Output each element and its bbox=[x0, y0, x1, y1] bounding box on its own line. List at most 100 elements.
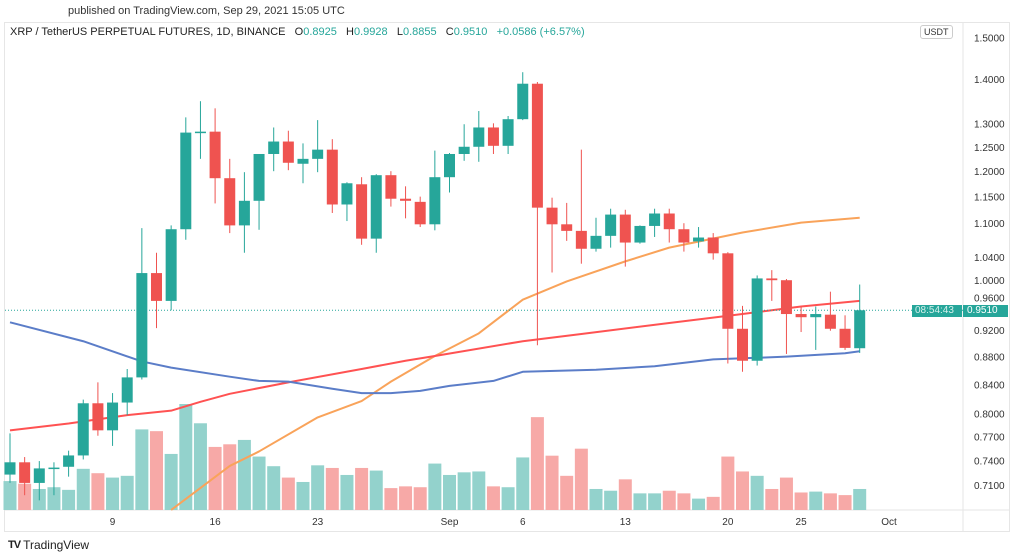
volume-bar bbox=[823, 493, 837, 510]
price-tick-label: 1.3000 bbox=[974, 119, 1005, 130]
candle bbox=[854, 284, 866, 353]
close-value: 0.9510 bbox=[453, 26, 488, 38]
candle-body bbox=[370, 175, 382, 239]
candle bbox=[4, 433, 16, 483]
candle-body bbox=[312, 149, 324, 159]
price-tick-label: 0.9600 bbox=[974, 293, 1005, 304]
candle-body bbox=[194, 131, 206, 134]
candle-body bbox=[795, 314, 807, 318]
volume-bar bbox=[413, 487, 427, 510]
volume-bar bbox=[150, 431, 163, 510]
candle bbox=[546, 197, 558, 273]
candle-body bbox=[634, 225, 646, 243]
last-price-badge: 0.9510 bbox=[963, 305, 1008, 317]
volume-bar bbox=[530, 417, 544, 510]
candle-body bbox=[722, 253, 734, 329]
volume-bar bbox=[589, 488, 603, 510]
volume-bar bbox=[399, 486, 413, 510]
candle bbox=[517, 72, 529, 121]
candle bbox=[238, 172, 250, 253]
candle bbox=[121, 369, 133, 416]
time-tick-label: 20 bbox=[722, 517, 734, 528]
low-value: 0.8855 bbox=[402, 26, 437, 38]
volume-bar bbox=[135, 429, 149, 510]
time-axis[interactable]: 9 16 23 Sep 6 13 20 25 Oct bbox=[110, 517, 897, 528]
candle bbox=[165, 225, 177, 311]
volume-bar bbox=[472, 471, 486, 510]
candle-body bbox=[414, 201, 426, 225]
candle-body bbox=[297, 158, 309, 164]
candle-body bbox=[693, 237, 705, 242]
volume-bar bbox=[809, 491, 823, 510]
volume-bar bbox=[369, 470, 383, 510]
brand-name: TradingView bbox=[23, 538, 90, 552]
candle-body bbox=[429, 177, 441, 225]
candle bbox=[63, 450, 75, 477]
volume-bar bbox=[252, 456, 266, 510]
high-value: 0.9928 bbox=[354, 26, 388, 38]
candle-body bbox=[678, 229, 690, 243]
currency-button[interactable]: USDT bbox=[920, 25, 953, 39]
volume-bar bbox=[706, 496, 720, 510]
volume-bar bbox=[267, 466, 281, 510]
candle bbox=[444, 153, 455, 193]
volume-bar bbox=[106, 477, 120, 510]
volume-bar bbox=[838, 495, 852, 510]
volume-bar bbox=[47, 487, 61, 510]
candle bbox=[766, 270, 778, 301]
price-tick-label: 0.7100 bbox=[974, 481, 1005, 492]
price-tick-label: 1.1000 bbox=[974, 219, 1005, 230]
candle bbox=[356, 177, 368, 245]
candle-body bbox=[385, 175, 397, 199]
candle-body bbox=[575, 230, 587, 249]
candle-body bbox=[444, 153, 455, 178]
candle bbox=[224, 158, 236, 234]
price-tick-label: 1.1500 bbox=[974, 193, 1005, 204]
time-tick-label: 23 bbox=[312, 517, 324, 528]
volume-bars bbox=[3, 404, 867, 510]
candle-body bbox=[4, 462, 16, 475]
footer: TV TradingView bbox=[8, 538, 89, 552]
volume-bar bbox=[501, 487, 515, 510]
candle-body bbox=[136, 273, 148, 378]
volume-bar bbox=[560, 475, 574, 510]
candle-body bbox=[766, 278, 778, 281]
price-tick-label: 1.2500 bbox=[974, 143, 1005, 154]
chart-frame bbox=[4, 22, 1010, 532]
candle-body bbox=[92, 403, 104, 431]
candle-body bbox=[121, 377, 133, 403]
candle-body bbox=[561, 224, 573, 231]
volume-bar bbox=[18, 483, 32, 510]
candle bbox=[19, 457, 31, 496]
blue-ma-line bbox=[9, 321, 860, 395]
candle-body bbox=[341, 183, 353, 205]
candle bbox=[722, 252, 734, 364]
candle-body bbox=[751, 278, 763, 361]
price-axis[interactable]: 1.5000 1.4000 1.3000 1.2500 1.2000 1.1500 1.10… bbox=[974, 34, 1005, 492]
candle bbox=[282, 130, 294, 171]
candle-body bbox=[224, 178, 236, 226]
candle bbox=[414, 196, 426, 228]
price-tick-label: 0.9200 bbox=[974, 326, 1005, 337]
volume-bar bbox=[516, 457, 530, 510]
price-tick-label: 1.5000 bbox=[974, 34, 1005, 45]
change-value: +0.0586 (+6.57%) bbox=[496, 26, 585, 38]
volume-bar bbox=[721, 456, 735, 510]
candle bbox=[326, 139, 338, 213]
candle bbox=[502, 116, 514, 154]
symbol-legend: XRP / TetherUS PERPETUAL FUTURES, 1D, BI… bbox=[10, 26, 585, 38]
volume-bar bbox=[3, 481, 17, 510]
candle bbox=[312, 120, 324, 173]
volume-bar bbox=[574, 448, 588, 510]
candle-body bbox=[165, 229, 177, 301]
volume-bar bbox=[325, 467, 339, 510]
candle bbox=[634, 225, 646, 244]
volume-bar bbox=[164, 453, 178, 510]
open-value: 0.8925 bbox=[303, 26, 337, 38]
candle bbox=[678, 223, 690, 252]
candle bbox=[136, 228, 148, 380]
volume-bar bbox=[223, 444, 237, 510]
volume-bar bbox=[677, 493, 691, 510]
candle bbox=[473, 111, 485, 162]
